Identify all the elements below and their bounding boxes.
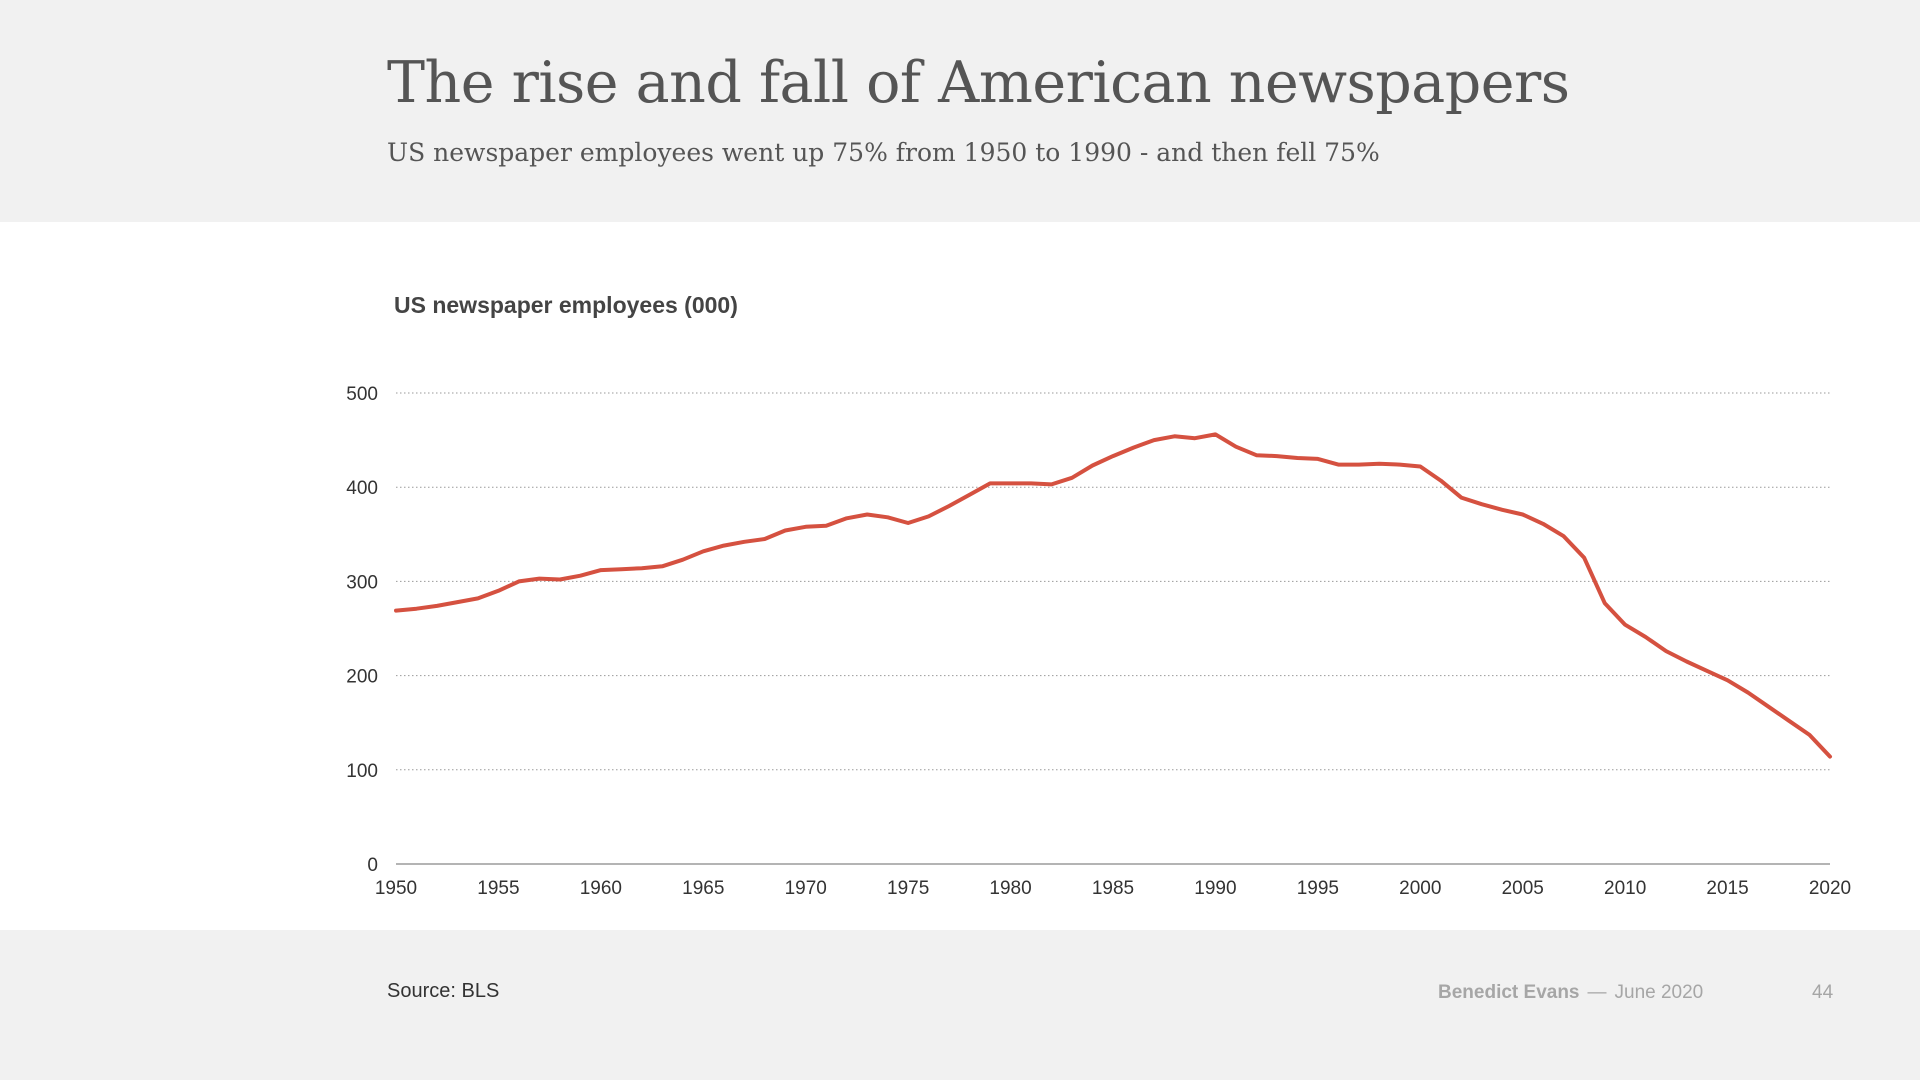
- chart-title: US newspaper employees (000): [394, 292, 738, 318]
- y-tick-label-500: 500: [346, 384, 378, 405]
- footer-separator: —: [1587, 982, 1607, 1003]
- x-tick-label-1960: 1960: [580, 878, 622, 899]
- footer-source: Source: BLS: [387, 980, 500, 1002]
- chart-panel: [0, 222, 1920, 930]
- x-tick-label-1965: 1965: [682, 878, 724, 899]
- x-tick-label-1955: 1955: [477, 878, 519, 899]
- x-tick-label-1980: 1980: [989, 878, 1031, 899]
- footer-credit: Benedict Evans — June 2020: [1438, 982, 1703, 1004]
- y-tick-label-400: 400: [346, 478, 378, 499]
- slide-header: The rise and fall of American newspapers…: [0, 0, 1920, 222]
- y-tick-label-0: 0: [367, 855, 378, 876]
- x-tick-label-1985: 1985: [1092, 878, 1134, 899]
- line-chart: 0 100 200 300 400 500 1950 1955 1960 1965 1970 197…: [346, 384, 1851, 899]
- x-tick-label-2015: 2015: [1706, 878, 1748, 899]
- footer-author: Benedict Evans: [1438, 982, 1580, 1003]
- x-axis-tick-labels: 1950 1955 1960 1965 1970 1975 1980 1985 1990 1995…: [375, 878, 1851, 899]
- x-tick-label-2000: 2000: [1399, 878, 1441, 899]
- x-tick-label-2020: 2020: [1809, 878, 1851, 899]
- x-tick-label-2005: 2005: [1502, 878, 1544, 899]
- slide-title: The rise and fall of American newspapers: [387, 50, 1570, 116]
- x-tick-label-2010: 2010: [1604, 878, 1646, 899]
- series-line-newspaper-employees: [394, 432, 1832, 759]
- x-tick-label-1990: 1990: [1194, 878, 1236, 899]
- grid-lines: [396, 392, 1830, 771]
- page-number: 44: [1812, 982, 1834, 1003]
- footer-date: June 2020: [1614, 982, 1704, 1003]
- x-tick-label-1950: 1950: [375, 878, 417, 899]
- y-tick-label-100: 100: [346, 761, 378, 782]
- x-tick-label-1970: 1970: [785, 878, 827, 899]
- x-tick-label-1975: 1975: [887, 878, 929, 899]
- x-tick-label-1995: 1995: [1297, 878, 1339, 899]
- y-tick-label-300: 300: [346, 572, 378, 593]
- y-axis-tick-labels: 0 100 200 300 400 500: [346, 384, 378, 876]
- y-tick-label-200: 200: [346, 667, 378, 688]
- slide-subtitle: US newspaper employees went up 75% from …: [387, 138, 1380, 167]
